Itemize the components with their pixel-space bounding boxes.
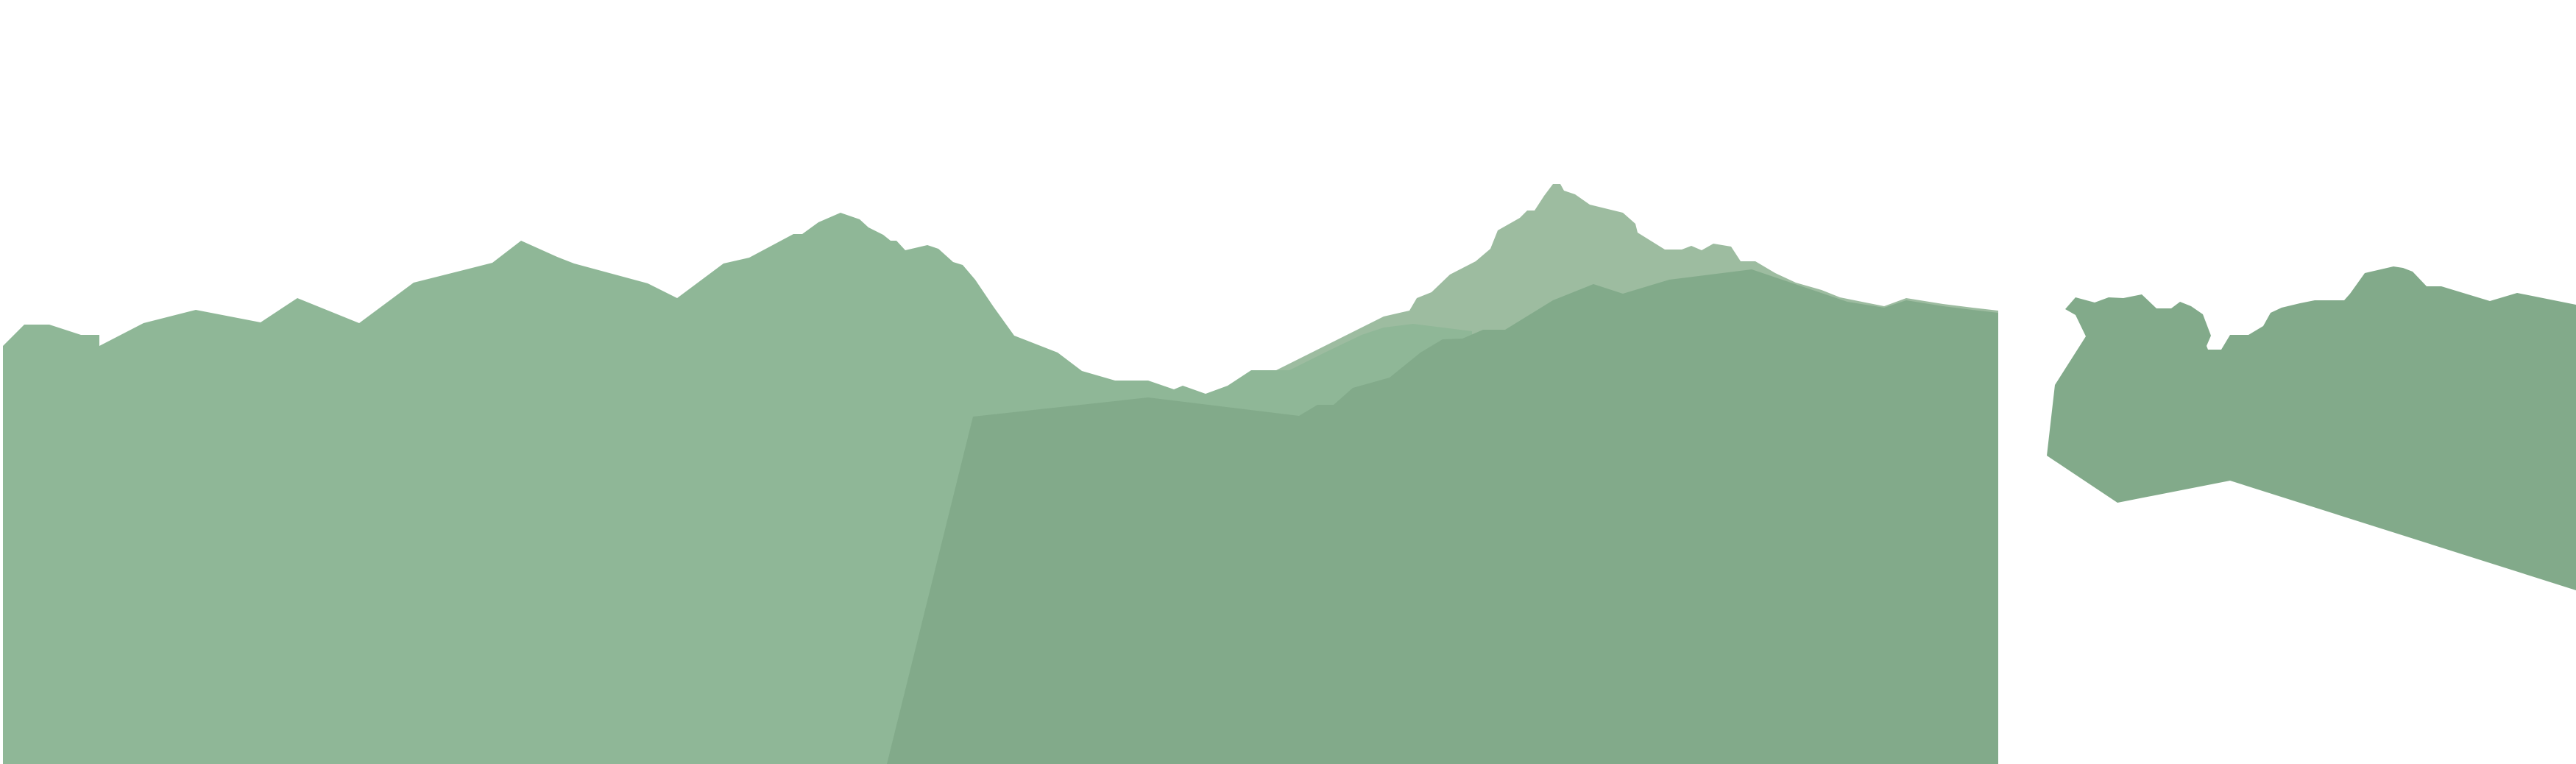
mountain-front-right [2047,266,2576,590]
mountain-front-main [887,269,1998,764]
